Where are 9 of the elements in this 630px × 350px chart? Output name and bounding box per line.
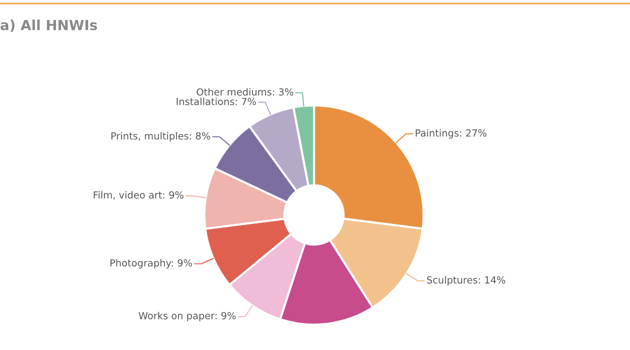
- chart-title: a) All HNWIs: [0, 20, 98, 32]
- slice-label: Installations: 7%: [176, 98, 256, 106]
- slice-label: Photography: 9%: [110, 259, 192, 268]
- slice-label: Prints, multiples: 8%: [111, 132, 210, 142]
- slice-label: Paintings: 27%: [416, 129, 486, 139]
- slice-label: Sculptures: 14%: [427, 276, 506, 286]
- slice-label: Film, video art: 9%: [94, 191, 184, 200]
- slice-label: Other mediums: 3%: [196, 88, 294, 96]
- slice-label: Works on paper: 9%: [138, 312, 236, 322]
